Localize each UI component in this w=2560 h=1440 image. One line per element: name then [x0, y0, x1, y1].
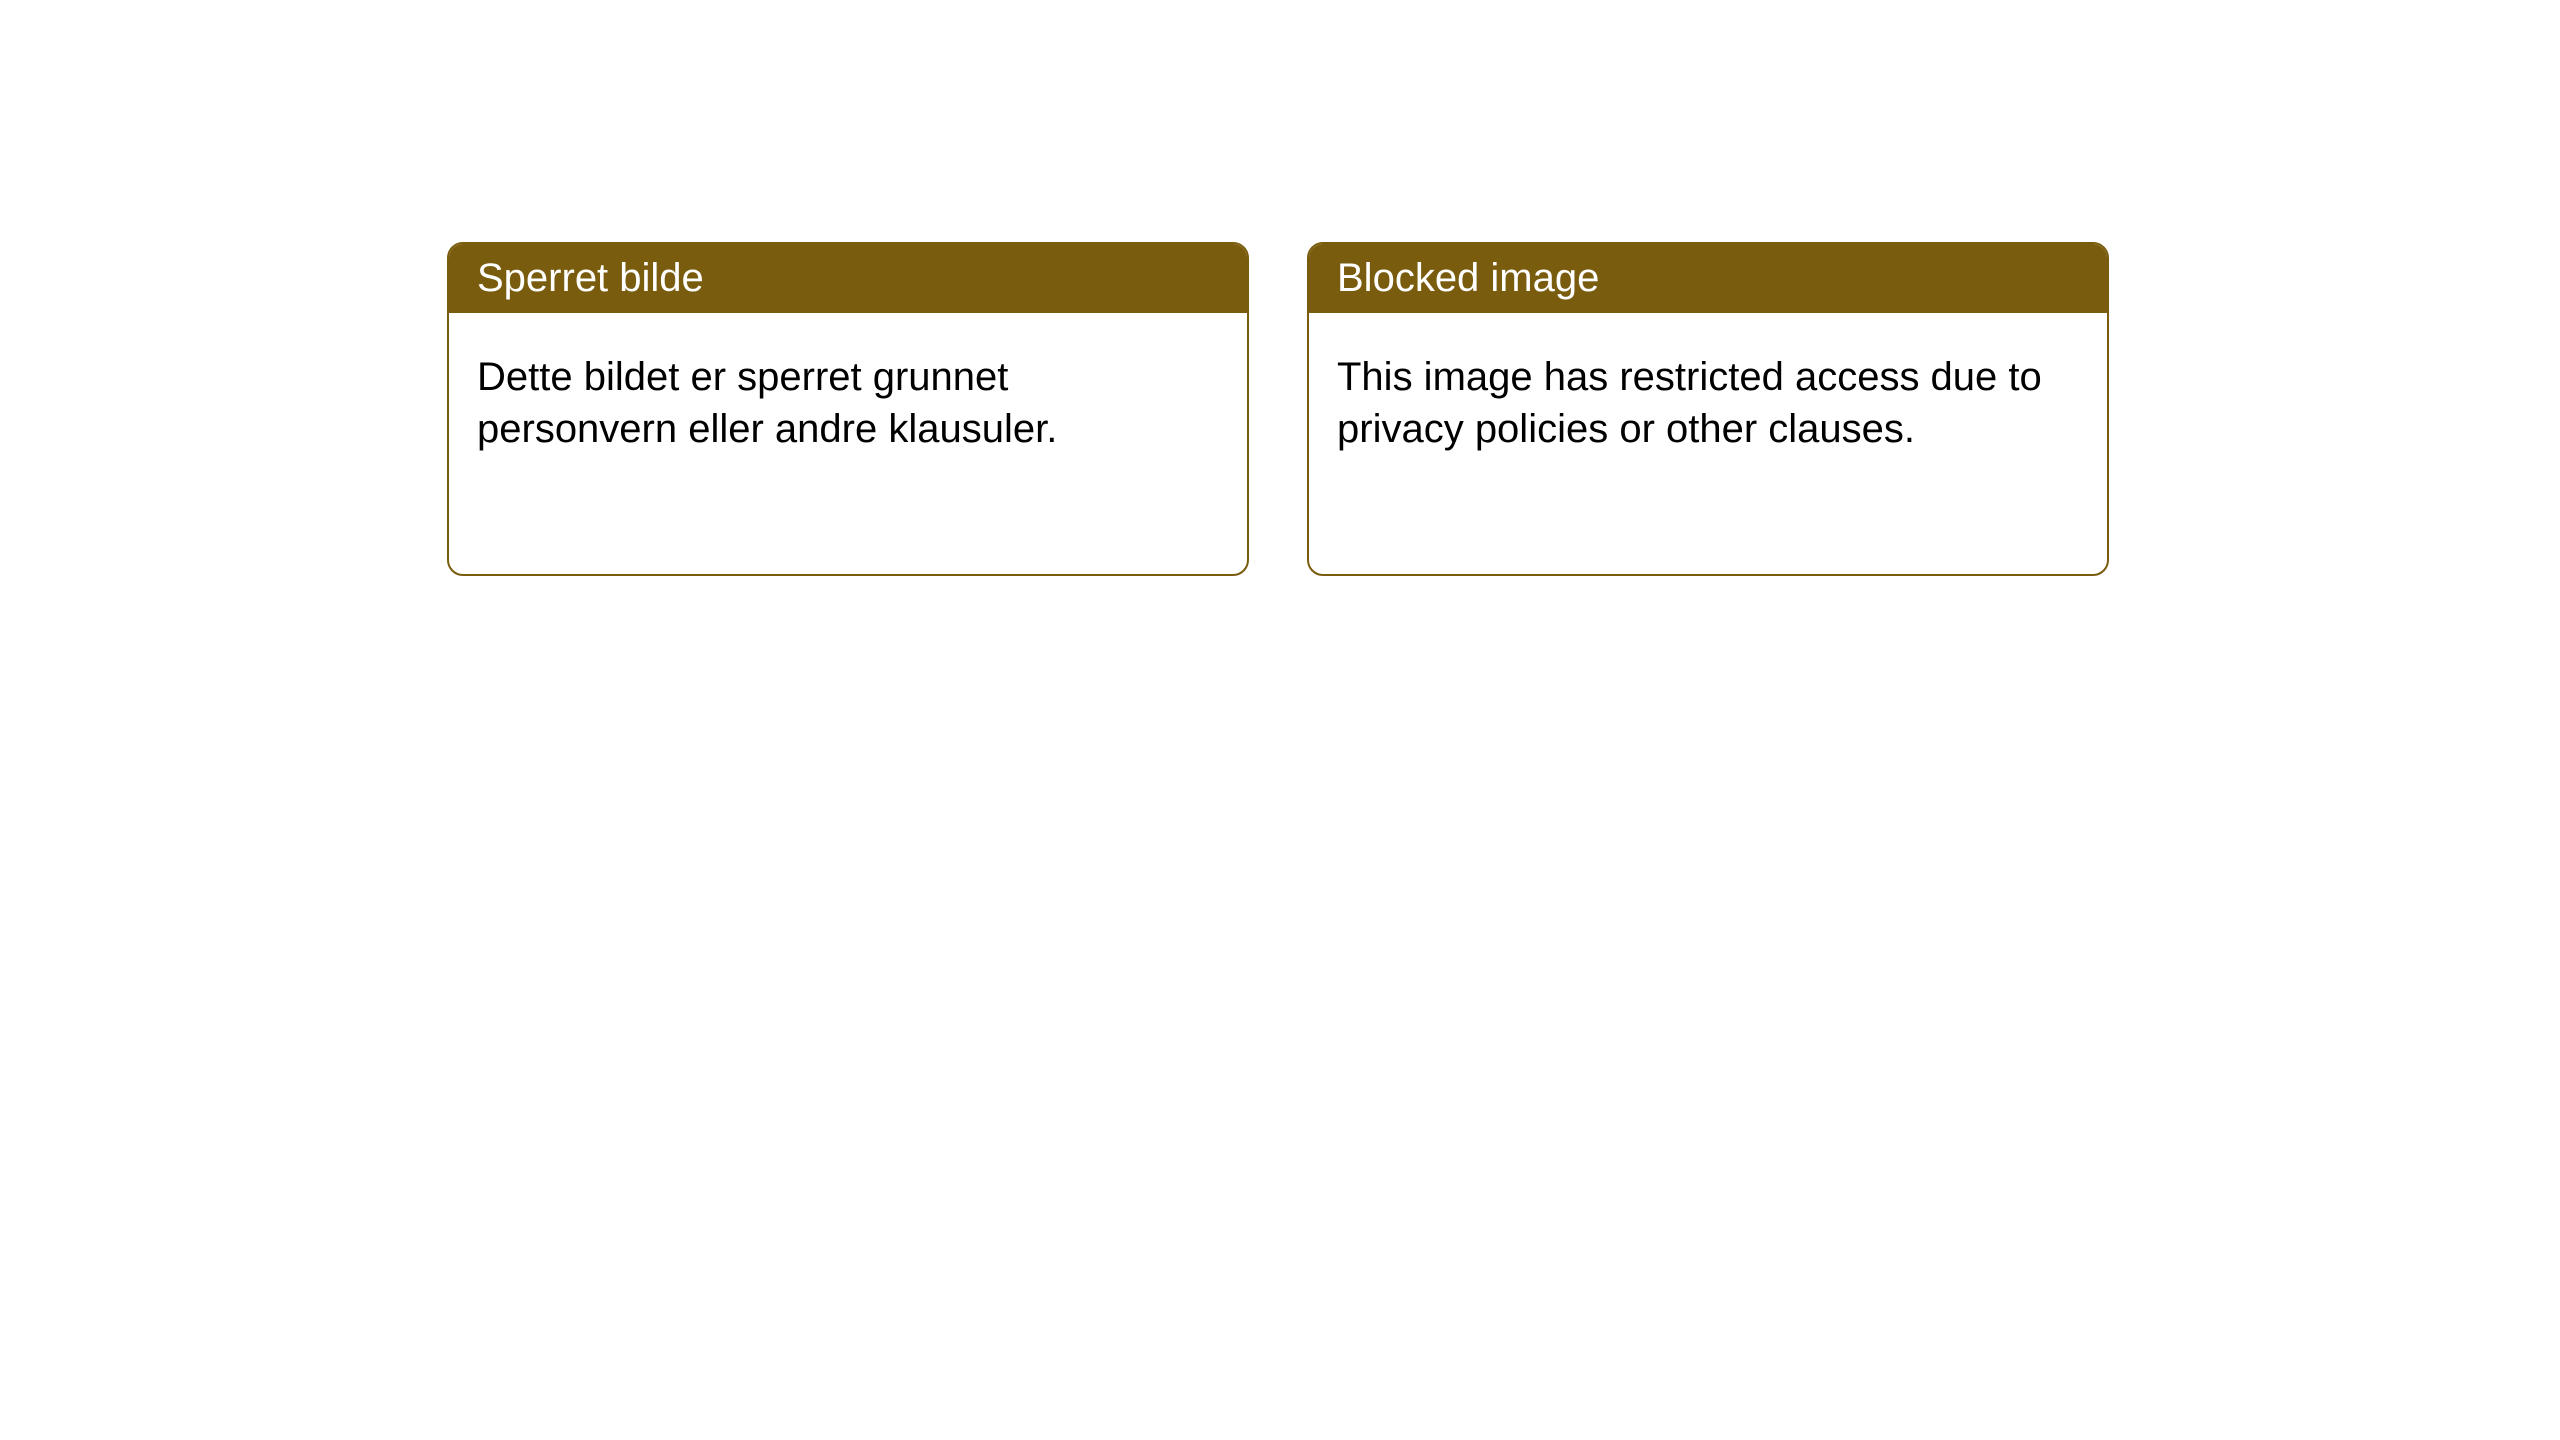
notice-body-norwegian: Dette bildet er sperret grunnet personve… [449, 313, 1247, 493]
notice-card-norwegian: Sperret bilde Dette bildet er sperret gr… [447, 242, 1249, 576]
notice-cards-container: Sperret bilde Dette bildet er sperret gr… [447, 242, 2560, 576]
notice-header-norwegian: Sperret bilde [449, 244, 1247, 313]
notice-body-english: This image has restricted access due to … [1309, 313, 2107, 493]
notice-card-english: Blocked image This image has restricted … [1307, 242, 2109, 576]
notice-header-english: Blocked image [1309, 244, 2107, 313]
